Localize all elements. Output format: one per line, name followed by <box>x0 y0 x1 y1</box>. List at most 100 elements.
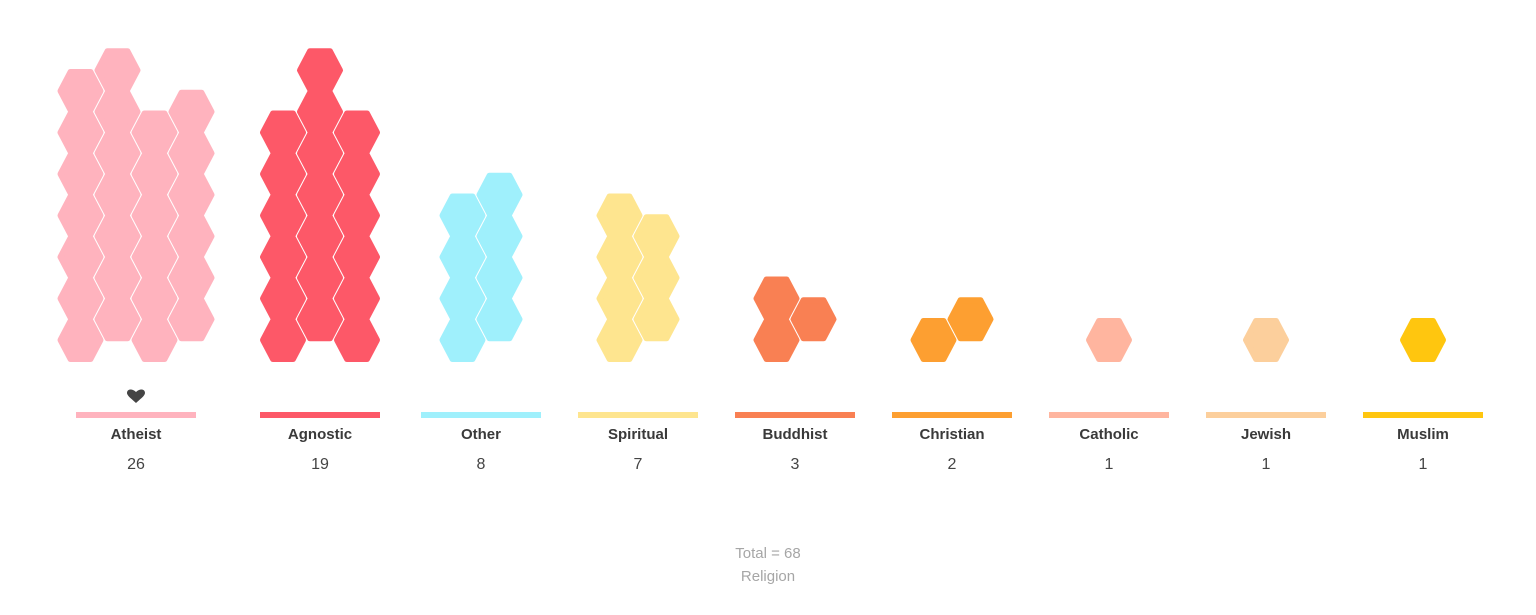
hexagon-spiritual <box>596 235 643 279</box>
category-label-agnostic: Agnostic <box>288 426 352 443</box>
category-value-atheist: 26 <box>127 456 145 473</box>
category-value-catholic: 1 <box>1105 456 1114 473</box>
hexagon-other <box>476 297 523 342</box>
hexagon-buddhist <box>753 276 800 321</box>
hexagon-atheist <box>57 276 104 321</box>
hexagon-agnostic <box>260 193 306 238</box>
baseline-muslim <box>1363 412 1483 418</box>
category-value-muslim: 1 <box>1419 456 1428 473</box>
chart-subtitle: Religion <box>740 568 796 585</box>
category-value-buddhist: 3 <box>791 456 800 473</box>
hexagon-agnostic <box>334 110 380 155</box>
hexagon-atheist <box>131 276 178 321</box>
hexagon-agnostic <box>297 131 343 176</box>
hexagon-agnostic <box>260 276 306 321</box>
baseline-spiritual <box>578 412 698 418</box>
hexagon-atheist <box>168 297 215 342</box>
hexagon-buddhist <box>790 297 837 342</box>
hexagon-atheist <box>94 255 141 300</box>
hexagon-muslim <box>1400 318 1446 362</box>
hexagon-atheist <box>94 131 141 176</box>
hexagon-agnostic <box>297 172 343 217</box>
baseline-other <box>421 412 541 418</box>
category-value-spiritual: 7 <box>634 456 643 473</box>
category-label-buddhist: Buddhist <box>763 426 828 443</box>
hexagon-spiritual <box>596 318 643 362</box>
hexagon-atheist <box>57 152 104 196</box>
hexagon-other <box>439 276 486 321</box>
hexagon-atheist <box>57 193 104 238</box>
hexagon-other <box>439 193 486 238</box>
hexagon-atheist <box>57 318 104 362</box>
hexagon-agnostic <box>297 48 343 93</box>
category-label-catholic: Catholic <box>1079 426 1138 443</box>
hexagon-atheist <box>94 172 141 217</box>
hexagon-atheist <box>57 110 104 155</box>
baseline-buddhist <box>735 412 855 418</box>
hexagon-atheist <box>168 131 215 176</box>
hexagon-atheist <box>168 255 215 300</box>
hexagon-other <box>439 318 486 362</box>
category-value-agnostic: 19 <box>311 456 329 473</box>
baseline-atheist <box>76 412 196 418</box>
hexagon-atheist <box>57 235 104 279</box>
category-label-atheist: Atheist <box>111 426 162 443</box>
hexagon-atheist <box>94 89 141 134</box>
hexagon-atheist <box>94 214 141 259</box>
hexagon-spiritual <box>633 255 680 300</box>
hexagon-agnostic <box>260 318 306 362</box>
category-label-jewish: Jewish <box>1241 426 1291 443</box>
category-label-christian: Christian <box>919 426 984 443</box>
hexagon-agnostic <box>334 152 380 196</box>
category-value-other: 8 <box>477 456 486 473</box>
hexagon-other <box>476 214 523 259</box>
hexagon-jewish <box>1243 318 1289 362</box>
hexagon-other <box>476 172 523 217</box>
category-value-jewish: 1 <box>1262 456 1271 473</box>
hexagon-other <box>439 235 486 279</box>
hexagon-agnostic <box>260 235 306 279</box>
hexagon-spiritual <box>633 297 680 342</box>
hexagon-agnostic <box>260 152 306 196</box>
hexagon-layer <box>57 48 1446 362</box>
hexagon-agnostic <box>334 276 380 321</box>
heart-icon <box>127 389 145 403</box>
category-value-christian: 2 <box>948 456 957 473</box>
hexagon-atheist <box>94 297 141 342</box>
hexagon-agnostic <box>297 297 343 342</box>
hexagon-catholic <box>1086 318 1132 362</box>
hexagon-christian <box>947 297 994 342</box>
hexagon-atheist <box>57 69 104 113</box>
hexagon-spiritual <box>633 214 680 259</box>
hexagon-spiritual <box>596 193 643 238</box>
hexagon-atheist <box>94 48 141 93</box>
category-label-spiritual: Spiritual <box>608 426 668 443</box>
hexagon-buddhist <box>753 318 800 362</box>
hexagon-agnostic <box>297 214 343 259</box>
hexagon-atheist <box>168 214 215 259</box>
category-label-muslim: Muslim <box>1397 426 1449 443</box>
hexagon-atheist <box>131 193 178 238</box>
hexagon-atheist <box>168 172 215 217</box>
hexagon-agnostic <box>297 89 343 134</box>
category-label-other: Other <box>461 426 501 443</box>
hexagon-atheist <box>131 318 178 362</box>
hexagon-agnostic <box>334 318 380 362</box>
hexagon-atheist <box>131 152 178 196</box>
total-label: Total = 68 <box>735 545 801 562</box>
hexagon-atheist <box>131 235 178 279</box>
hexagon-christian <box>910 318 957 362</box>
hexagon-agnostic <box>260 110 306 155</box>
hexagon-other <box>476 255 523 300</box>
hexagon-agnostic <box>334 235 380 279</box>
category-labels: Atheist 26 Agnostic 19 Other 8 Spiritual 7 Buddh… <box>111 426 1449 473</box>
baseline-agnostic <box>260 412 380 418</box>
hexagon-agnostic <box>297 255 343 300</box>
hexagon-atheist <box>168 89 215 134</box>
hexagon-agnostic <box>334 193 380 238</box>
hexagon-spiritual <box>596 276 643 321</box>
baseline-catholic <box>1049 412 1169 418</box>
hexagon-atheist <box>131 110 178 155</box>
baseline-christian <box>892 412 1012 418</box>
